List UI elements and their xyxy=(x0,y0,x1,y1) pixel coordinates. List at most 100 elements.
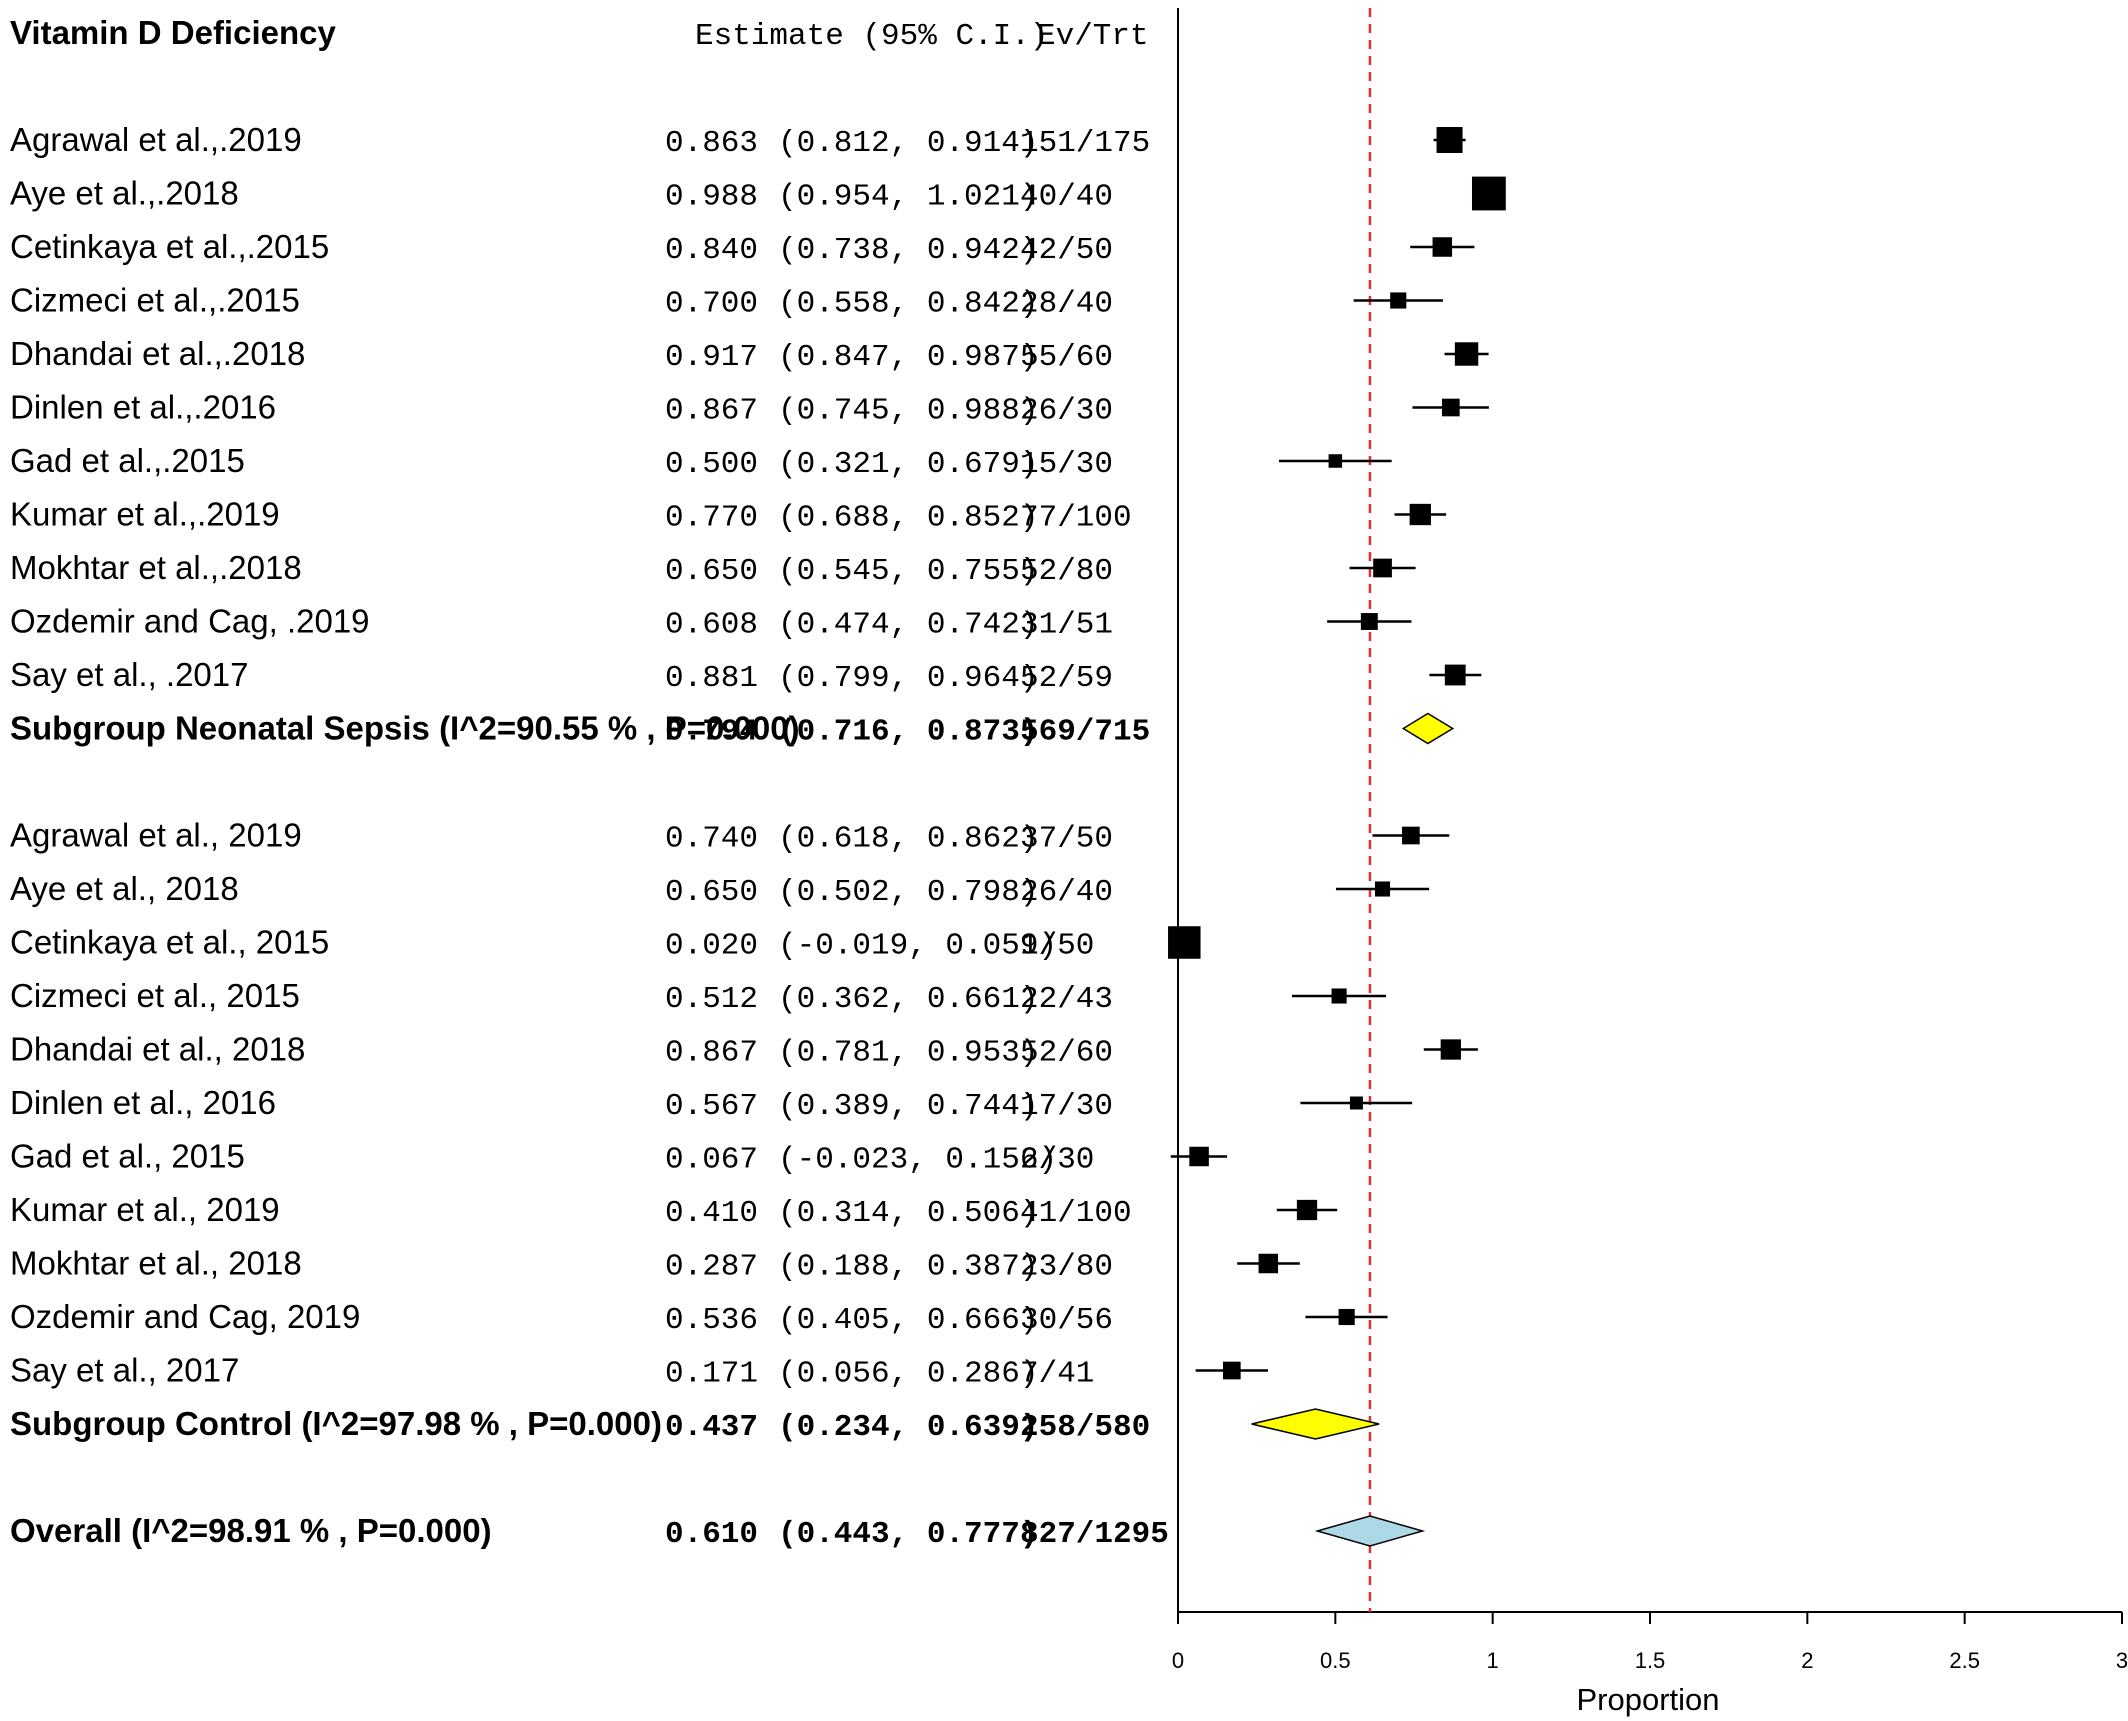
row-label: Mokhtar et al., 2018 xyxy=(10,1245,302,1282)
events-total: 22/43 xyxy=(1020,982,1113,1017)
row-label: Kumar et al., 2019 xyxy=(10,1191,280,1228)
study-estimate-square xyxy=(1409,503,1431,526)
x-tick-label: 2 xyxy=(1801,1648,1813,1673)
estimate-value: 0.437 xyxy=(665,1410,758,1445)
estimate-value: 0.608 xyxy=(665,608,758,643)
events-total: 31/51 xyxy=(1020,608,1113,643)
row-label: Gad et al., 2015 xyxy=(10,1138,245,1175)
subgroup-diamond xyxy=(1401,712,1455,745)
estimate-value: 0.840 xyxy=(665,233,758,268)
study-estimate-square xyxy=(1222,1361,1241,1380)
chart-title: Vitamin D Deficiency xyxy=(10,14,336,51)
row-label: Dinlen et al.,.2016 xyxy=(10,389,276,426)
estimate-value: 0.650 xyxy=(665,875,758,910)
confidence-interval: (0.738, 0.942) xyxy=(778,233,1038,268)
row-label: Cetinkaya et al., 2015 xyxy=(10,924,329,961)
study-row: Say et al., 2017 0.171 (0.056, 0.286)7/41 xyxy=(10,1352,1268,1392)
row-label: Kumar et al.,.2019 xyxy=(10,496,280,533)
x-tick-label: 1 xyxy=(1487,1648,1499,1673)
events-total: 258/580 xyxy=(1020,1410,1150,1445)
confidence-interval: (0.405, 0.666) xyxy=(778,1303,1038,1338)
study-row: Cizmeci et al.,.2015 0.700 (0.558, 0.842)2… xyxy=(10,282,1443,322)
study-row: Dinlen et al.,.2016 0.867 (0.745, 0.988)26… xyxy=(10,389,1489,429)
confidence-interval: (0.558, 0.842) xyxy=(778,287,1038,322)
estimate-value: 0.410 xyxy=(665,1196,758,1231)
events-total: 7/41 xyxy=(1020,1357,1094,1392)
events-total: 41/100 xyxy=(1020,1196,1132,1231)
events-total: 55/60 xyxy=(1020,340,1113,375)
study-row: Ozdemir and Cag, 2019 0.536 (0.405, 0.666)… xyxy=(10,1298,1388,1338)
confidence-interval: (0.188, 0.387) xyxy=(778,1250,1038,1285)
confidence-interval: (0.362, 0.661) xyxy=(778,982,1038,1017)
subgroup-summary-row: Subgroup Neonatal Sepsis (I^2=90.55 % , … xyxy=(10,710,1455,750)
study-estimate-square xyxy=(1374,881,1391,897)
study-row: Dhandai et al., 2018 0.867 (0.781, 0.953)5… xyxy=(10,1031,1478,1071)
events-total: 827/1295 xyxy=(1020,1517,1169,1552)
forest-rows: Agrawal et al.,.2019 0.863 (0.812, 0.914)1… xyxy=(10,121,1506,1552)
study-estimate-square xyxy=(1360,613,1378,630)
events-total: 30/56 xyxy=(1020,1303,1113,1338)
study-row: Agrawal et al.,.2019 0.863 (0.812, 0.914)1… xyxy=(10,121,1466,161)
confidence-interval: (-0.023, 0.156) xyxy=(778,1143,1057,1178)
confidence-interval: (0.056, 0.286) xyxy=(778,1357,1038,1392)
x-axis-ticks: 0 0.5 1 1.5 2 2.5 3 xyxy=(1172,1612,2128,1673)
study-estimate-square xyxy=(1296,1199,1318,1221)
events-total: 40/40 xyxy=(1020,180,1113,215)
row-label: Say et al., .2017 xyxy=(10,656,249,693)
x-axis-title: Proportion xyxy=(1576,1682,1719,1717)
estimate-value: 0.881 xyxy=(665,661,758,696)
events-column-header: Ev/Trt xyxy=(1037,19,1149,54)
events-total: 2/30 xyxy=(1020,1143,1094,1178)
study-row: Dinlen et al., 2016 0.567 (0.389, 0.744)17… xyxy=(10,1084,1413,1124)
confidence-interval: (0.502, 0.798) xyxy=(778,875,1038,910)
events-total: 28/40 xyxy=(1020,287,1113,322)
estimate-value: 0.650 xyxy=(665,554,758,589)
study-row: Kumar et al.,.2019 0.770 (0.688, 0.852)77/… xyxy=(10,496,1447,536)
study-row: Aye et al., 2018 0.650 (0.502, 0.798)26/40 xyxy=(10,870,1430,910)
study-estimate-square xyxy=(1338,1308,1355,1326)
row-label: Dhandai et al.,.2018 xyxy=(10,335,305,372)
study-row: Kumar et al., 2019 0.410 (0.314, 0.506)41/… xyxy=(10,1191,1338,1231)
confidence-interval: (0.443, 0.777) xyxy=(778,1517,1038,1552)
study-estimate-square xyxy=(1349,1096,1363,1110)
row-label: Ozdemir and Cag, 2019 xyxy=(10,1298,360,1335)
row-label: Agrawal et al.,.2019 xyxy=(10,121,302,158)
estimate-value: 0.287 xyxy=(665,1250,758,1285)
x-tick-label: 3 xyxy=(2116,1648,2128,1673)
study-row: Gad et al., 2015 0.067 (-0.023, 0.156)2/30 xyxy=(10,1138,1228,1178)
x-tick-label: 1.5 xyxy=(1635,1648,1666,1673)
study-estimate-square xyxy=(1436,127,1463,153)
events-total: 151/175 xyxy=(1020,126,1150,161)
events-total: 569/715 xyxy=(1020,715,1150,750)
row-label: Overall (I^2=98.91 % , P=0.000) xyxy=(10,1512,492,1549)
estimate-value: 0.700 xyxy=(665,287,758,322)
confidence-interval: (0.321, 0.679) xyxy=(778,447,1038,482)
events-total: 77/100 xyxy=(1020,501,1132,536)
estimate-value: 0.567 xyxy=(665,1089,758,1124)
events-total: 15/30 xyxy=(1020,447,1113,482)
subgroup-diamond xyxy=(1251,1408,1380,1440)
estimate-value: 0.512 xyxy=(665,982,758,1017)
estimate-value: 0.867 xyxy=(665,1036,758,1071)
row-label: Cizmeci et al., 2015 xyxy=(10,977,300,1014)
study-estimate-square xyxy=(1331,988,1347,1004)
study-estimate-square xyxy=(1168,926,1201,959)
confidence-interval: (0.781, 0.953) xyxy=(778,1036,1038,1071)
study-estimate-square xyxy=(1402,826,1420,845)
row-label: Dhandai et al., 2018 xyxy=(10,1031,305,1068)
estimate-value: 0.740 xyxy=(665,822,758,857)
estimate-value: 0.067 xyxy=(665,1143,758,1178)
confidence-interval: (0.954, 1.021) xyxy=(778,180,1038,215)
confidence-interval: (0.812, 0.914) xyxy=(778,126,1038,161)
events-total: 52/59 xyxy=(1020,661,1113,696)
row-label: Gad et al.,.2015 xyxy=(10,442,245,479)
study-row: Cetinkaya et al., 2015 0.020 (-0.019, 0.05… xyxy=(10,924,1201,964)
events-total: 52/80 xyxy=(1020,554,1113,589)
confidence-interval: (0.688, 0.852) xyxy=(778,501,1038,536)
estimate-value: 0.863 xyxy=(665,126,758,161)
study-row: Gad et al.,.2015 0.500 (0.321, 0.679)15/30 xyxy=(10,442,1392,482)
overall-diamond xyxy=(1314,1515,1426,1547)
row-label: Mokhtar et al.,.2018 xyxy=(10,549,302,586)
study-row: Aye et al.,.2018 0.988 (0.954, 1.021)40/40 xyxy=(10,175,1506,215)
